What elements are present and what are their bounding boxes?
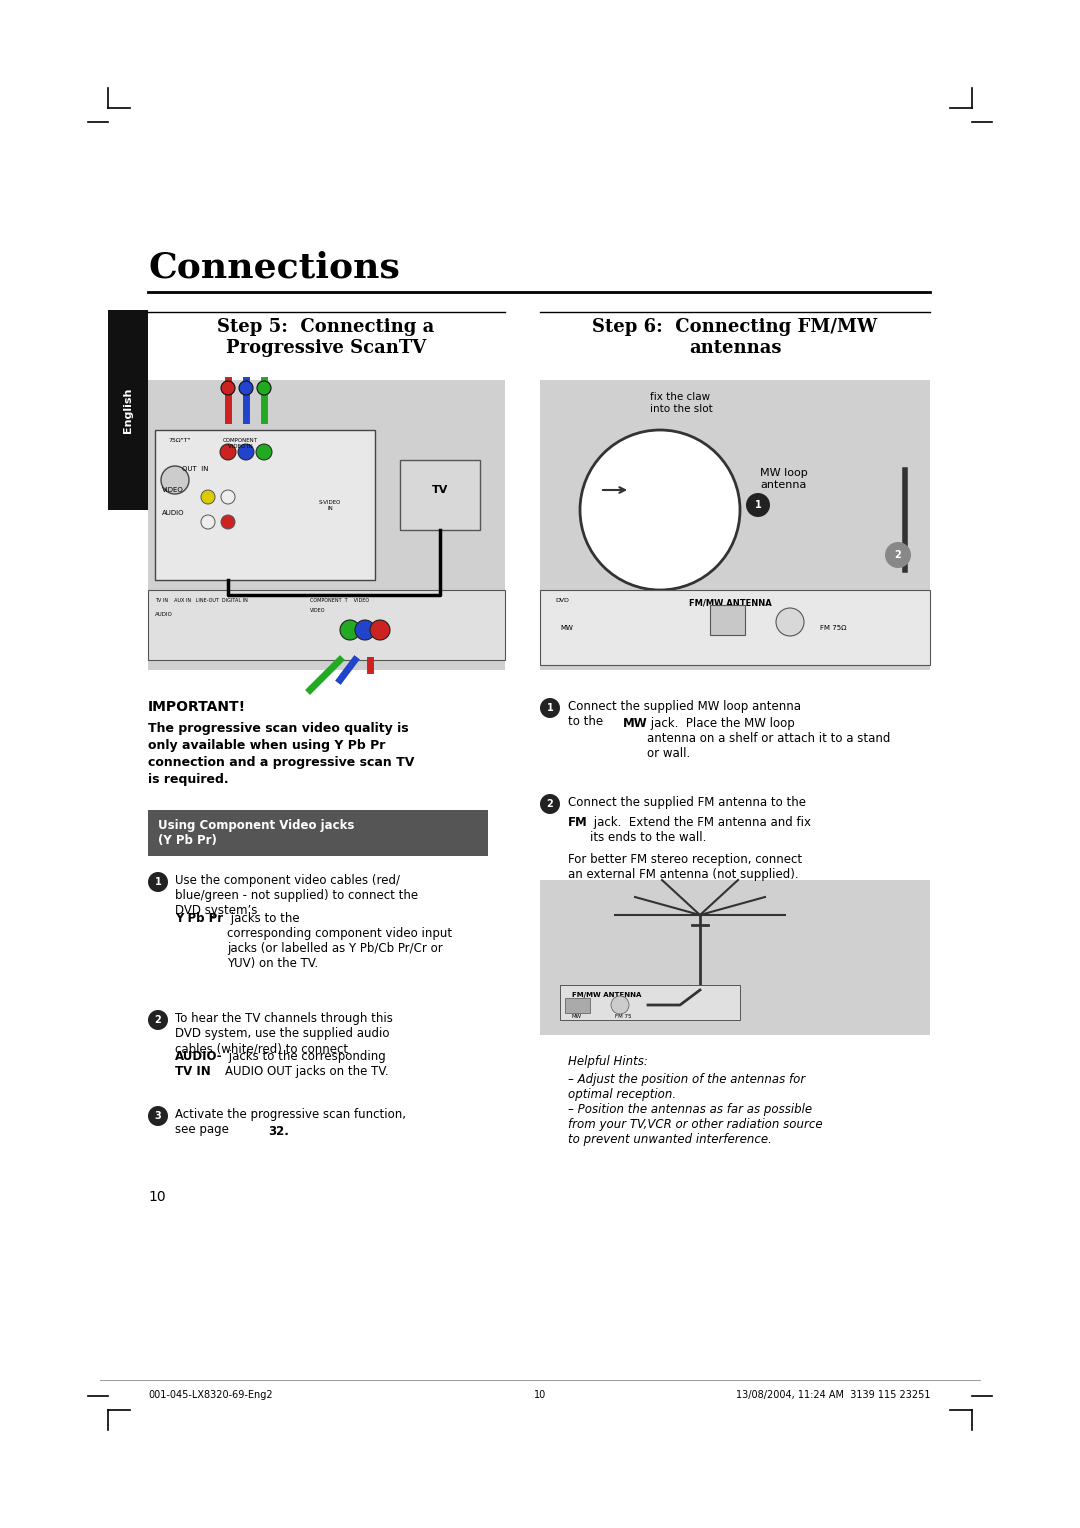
Text: 1: 1 bbox=[546, 703, 553, 714]
Text: Step 6:  Connecting FM/MW
antennas: Step 6: Connecting FM/MW antennas bbox=[593, 318, 878, 358]
Text: 2: 2 bbox=[546, 799, 553, 808]
Bar bbox=[565, 998, 590, 1013]
Text: DVD: DVD bbox=[555, 597, 569, 604]
Text: MW loop
antenna: MW loop antenna bbox=[760, 468, 808, 489]
Circle shape bbox=[148, 1010, 168, 1030]
Text: jack.  Extend the FM antenna and fix
its ends to the wall.: jack. Extend the FM antenna and fix its … bbox=[590, 816, 811, 843]
Circle shape bbox=[355, 620, 375, 640]
Text: VIDEO: VIDEO bbox=[162, 487, 184, 494]
Text: fix the claw
into the slot: fix the claw into the slot bbox=[650, 393, 713, 414]
Text: Connect the supplied FM antenna to the: Connect the supplied FM antenna to the bbox=[568, 796, 806, 824]
Text: connection and a progressive scan TV: connection and a progressive scan TV bbox=[148, 756, 415, 769]
Circle shape bbox=[148, 872, 168, 892]
Text: AUDIO: AUDIO bbox=[156, 613, 173, 617]
Text: TV IN    AUX IN   LINE-OUT  DIGITAL IN: TV IN AUX IN LINE-OUT DIGITAL IN bbox=[156, 597, 248, 604]
Text: 3: 3 bbox=[154, 1111, 161, 1122]
Bar bbox=[148, 810, 488, 856]
Bar bbox=[148, 380, 505, 669]
Bar bbox=[540, 880, 930, 1034]
Circle shape bbox=[239, 380, 253, 396]
Text: The progressive scan video quality is: The progressive scan video quality is bbox=[148, 723, 408, 735]
Circle shape bbox=[221, 380, 235, 396]
Text: TV: TV bbox=[432, 484, 448, 495]
Bar bbox=[540, 590, 930, 665]
Circle shape bbox=[611, 996, 629, 1015]
Text: FM 75Ω: FM 75Ω bbox=[820, 625, 847, 631]
Text: For better FM stereo reception, connect
an external FM antenna (not supplied).: For better FM stereo reception, connect … bbox=[568, 853, 802, 882]
Text: Helpful Hints:: Helpful Hints: bbox=[568, 1054, 648, 1068]
Text: 001-045-LX8320-69-Eng2: 001-045-LX8320-69-Eng2 bbox=[148, 1390, 272, 1400]
Text: IMPORTANT!: IMPORTANT! bbox=[148, 700, 246, 714]
Circle shape bbox=[885, 542, 912, 568]
Text: COMPONENT
VIDEO IN: COMPONENT VIDEO IN bbox=[222, 439, 257, 449]
Text: English: English bbox=[123, 387, 133, 432]
Bar bbox=[540, 380, 930, 669]
Text: MW: MW bbox=[572, 1015, 582, 1019]
Text: COMPONENT  T    VIDEO: COMPONENT T VIDEO bbox=[310, 597, 369, 604]
Circle shape bbox=[238, 445, 254, 460]
Circle shape bbox=[220, 445, 237, 460]
Text: AUDIO: AUDIO bbox=[162, 510, 185, 516]
Text: 1: 1 bbox=[755, 500, 761, 510]
Text: Connections: Connections bbox=[148, 251, 400, 284]
Circle shape bbox=[540, 698, 561, 718]
Text: VIDEO: VIDEO bbox=[310, 608, 325, 613]
Text: FM: FM bbox=[568, 816, 588, 830]
Circle shape bbox=[340, 620, 360, 640]
Bar bbox=[400, 460, 480, 530]
Text: 2: 2 bbox=[894, 550, 902, 559]
Text: MW: MW bbox=[561, 625, 572, 631]
Text: Activate the progressive scan function,
see page: Activate the progressive scan function, … bbox=[175, 1108, 406, 1135]
Bar bbox=[710, 605, 745, 636]
Text: To hear the TV channels through this
DVD system, use the supplied audio
cables (: To hear the TV channels through this DVD… bbox=[175, 1012, 393, 1054]
Text: Use the component video cables (red/
blue/green - not supplied) to connect the
D: Use the component video cables (red/ blu… bbox=[175, 874, 418, 917]
Circle shape bbox=[256, 445, 272, 460]
Text: S-VIDEO
IN: S-VIDEO IN bbox=[319, 500, 341, 510]
Bar bbox=[561, 986, 740, 1021]
Text: 32.: 32. bbox=[268, 1125, 288, 1138]
Circle shape bbox=[257, 380, 271, 396]
Text: FM/MW ANTENNA: FM/MW ANTENNA bbox=[572, 992, 642, 998]
Circle shape bbox=[540, 795, 561, 814]
Bar bbox=[156, 429, 375, 581]
Text: 13/08/2004, 11:24 AM  3139 115 23251: 13/08/2004, 11:24 AM 3139 115 23251 bbox=[735, 1390, 930, 1400]
Text: jack.  Place the MW loop
antenna on a shelf or attach it to a stand
or wall.: jack. Place the MW loop antenna on a she… bbox=[647, 717, 890, 759]
Text: jacks to the
corresponding component video input
jacks (or labelled as Y Pb/Cb P: jacks to the corresponding component vid… bbox=[227, 912, 453, 970]
Circle shape bbox=[148, 1106, 168, 1126]
Text: only available when using Y Pb Pr: only available when using Y Pb Pr bbox=[148, 740, 386, 752]
Text: jacks to the corresponding
AUDIO OUT jacks on the TV.: jacks to the corresponding AUDIO OUT jac… bbox=[225, 1050, 389, 1077]
Bar bbox=[108, 310, 148, 510]
Circle shape bbox=[221, 515, 235, 529]
Text: AUDIO-
TV IN: AUDIO- TV IN bbox=[175, 1050, 222, 1077]
Bar bbox=[148, 590, 505, 660]
Text: 1: 1 bbox=[154, 877, 161, 886]
Text: Step 5:  Connecting a
Progressive ScanTV: Step 5: Connecting a Progressive ScanTV bbox=[217, 318, 434, 358]
Text: OUT  IN: OUT IN bbox=[181, 466, 208, 472]
Text: FM 75: FM 75 bbox=[615, 1015, 632, 1019]
Circle shape bbox=[161, 466, 189, 494]
Circle shape bbox=[201, 490, 215, 504]
Circle shape bbox=[201, 515, 215, 529]
Circle shape bbox=[370, 620, 390, 640]
Circle shape bbox=[221, 490, 235, 504]
Circle shape bbox=[777, 608, 804, 636]
Text: 10: 10 bbox=[534, 1390, 546, 1400]
Text: Connect the supplied MW loop antenna
to the: Connect the supplied MW loop antenna to … bbox=[568, 700, 801, 727]
Text: Using Component Video jacks
(Y Pb Pr): Using Component Video jacks (Y Pb Pr) bbox=[158, 819, 354, 847]
Circle shape bbox=[746, 494, 770, 516]
Text: 75Ω"T": 75Ω"T" bbox=[168, 439, 190, 443]
Text: 10: 10 bbox=[148, 1190, 165, 1204]
Circle shape bbox=[580, 429, 740, 590]
Text: 2: 2 bbox=[154, 1015, 161, 1025]
Text: Y Pb Pr: Y Pb Pr bbox=[175, 912, 224, 924]
Text: FM/MW ANTENNA: FM/MW ANTENNA bbox=[689, 597, 771, 607]
Text: – Adjust the position of the antennas for
optimal reception.
– Position the ante: – Adjust the position of the antennas fo… bbox=[568, 1073, 823, 1146]
Text: MW: MW bbox=[623, 717, 648, 730]
Text: is required.: is required. bbox=[148, 773, 229, 785]
